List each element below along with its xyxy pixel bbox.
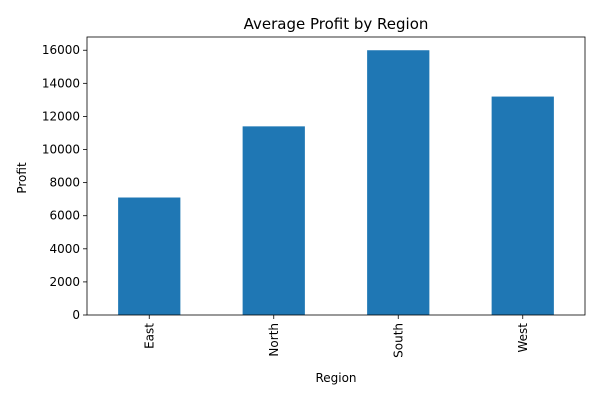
chart-title: Average Profit by Region bbox=[244, 15, 429, 33]
y-tick-label: 4000 bbox=[49, 242, 80, 256]
y-axis-label: Profit bbox=[15, 162, 29, 194]
x-tick-label-east: East bbox=[142, 323, 156, 349]
plot-area: 0 2000 4000 6000 8000 10000 12000 14000 16000 Eas… bbox=[42, 36, 586, 358]
y-tick-label: 2000 bbox=[49, 275, 80, 289]
bar-west bbox=[491, 96, 554, 315]
y-tick-label: 12000 bbox=[42, 109, 80, 123]
y-tick-label: 14000 bbox=[42, 76, 80, 90]
y-tick-label: 8000 bbox=[49, 176, 80, 190]
x-tick-label-north: North bbox=[267, 323, 281, 357]
bar-south bbox=[367, 50, 430, 315]
y-tick-label: 6000 bbox=[49, 209, 80, 223]
x-tick-label-south: South bbox=[391, 323, 405, 358]
bar-north bbox=[242, 126, 305, 315]
bar-east bbox=[118, 197, 181, 315]
y-tick-label: 10000 bbox=[42, 143, 80, 157]
x-axis-label: Region bbox=[315, 371, 356, 385]
x-tick-label-west: West bbox=[516, 323, 530, 353]
y-tick-label: 16000 bbox=[42, 43, 80, 57]
plot-frame bbox=[86, 36, 586, 316]
y-tick-label: 0 bbox=[72, 308, 80, 322]
